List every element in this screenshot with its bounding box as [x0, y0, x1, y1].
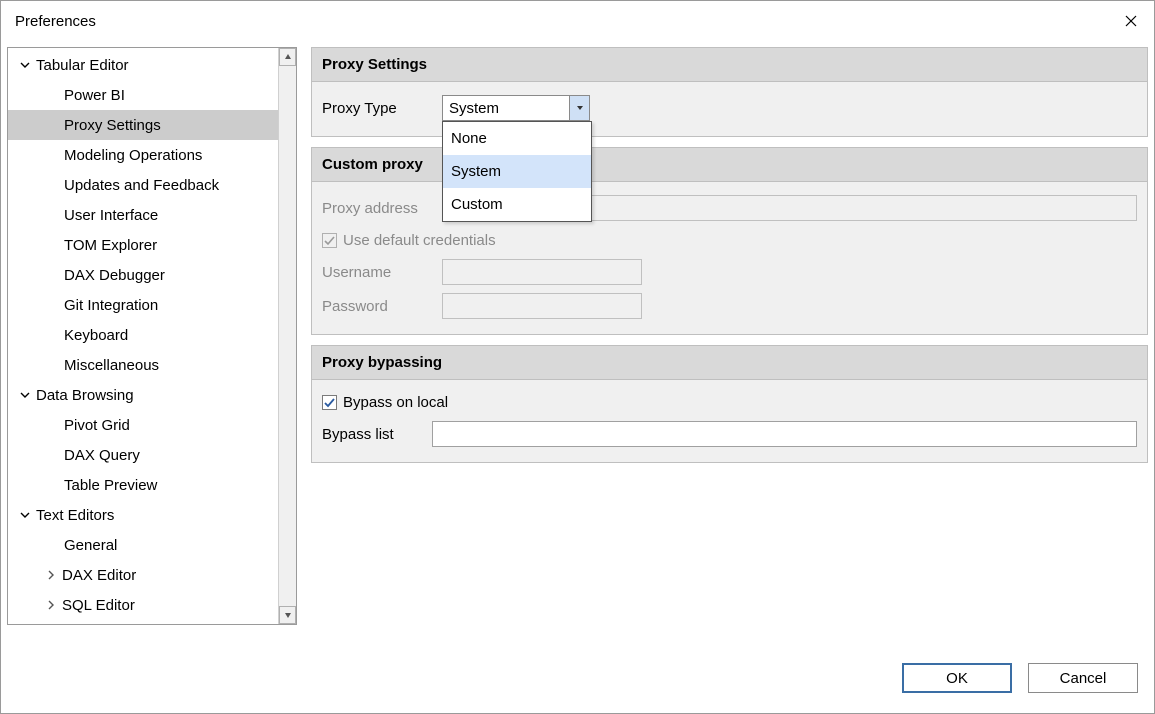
- use-default-credentials-checkbox[interactable]: [322, 233, 337, 248]
- preferences-window: Preferences Tabular Editor Power BI Proxy …: [0, 0, 1155, 714]
- tree-item[interactable]: Modeling Operations: [8, 140, 278, 170]
- proxy-type-dropdown-button[interactable]: [569, 96, 589, 120]
- chevron-up-icon: [284, 53, 292, 61]
- tree-item-label: Git Integration: [64, 297, 158, 314]
- section-proxy-bypassing: Proxy bypassing Bypass on local Bypass l…: [311, 345, 1148, 463]
- tree-group-label: Data Browsing: [36, 387, 134, 404]
- proxy-type-option[interactable]: Custom: [443, 188, 591, 221]
- window-title: Preferences: [15, 13, 96, 30]
- tree-item-label: SQL Editor: [62, 597, 135, 614]
- chevron-down-icon: [576, 104, 584, 112]
- titlebar: Preferences: [1, 1, 1154, 41]
- ok-label: OK: [946, 670, 968, 687]
- tree-item-label: Proxy Settings: [64, 117, 161, 134]
- tree-item[interactable]: Proxy Settings: [8, 110, 278, 140]
- cancel-button[interactable]: Cancel: [1028, 663, 1138, 693]
- section-header: Custom proxy: [312, 148, 1147, 182]
- section-title: Custom proxy: [322, 156, 423, 173]
- username-label: Username: [322, 264, 442, 281]
- scroll-down-button[interactable]: [279, 606, 296, 624]
- bypass-local-label: Bypass on local: [343, 394, 448, 411]
- tree-item-label: Power BI: [64, 87, 125, 104]
- tree-item[interactable]: Updates and Feedback: [8, 170, 278, 200]
- section-title: Proxy bypassing: [322, 354, 442, 371]
- tree-item[interactable]: DAX Editor: [8, 560, 278, 590]
- dialog-footer: OK Cancel: [1, 643, 1154, 713]
- tree-item-label: Miscellaneous: [64, 357, 159, 374]
- chevron-right-icon: [44, 568, 58, 582]
- ok-button[interactable]: OK: [902, 663, 1012, 693]
- tree-item-label: Modeling Operations: [64, 147, 202, 164]
- scroll-track[interactable]: [279, 66, 296, 606]
- proxy-type-value: System: [443, 100, 569, 117]
- row-use-default-credentials[interactable]: Use default credentials: [322, 226, 1137, 254]
- row-password: Password: [322, 290, 1137, 322]
- tree-item[interactable]: DAX Query: [8, 440, 278, 470]
- chevron-right-icon: [44, 598, 58, 612]
- tree-item-label: Pivot Grid: [64, 417, 130, 434]
- section-header: Proxy bypassing: [312, 346, 1147, 380]
- row-bypass-list: Bypass list: [322, 418, 1137, 450]
- tree-item-label: Keyboard: [64, 327, 128, 344]
- tree-item[interactable]: General: [8, 530, 278, 560]
- section-proxy-settings: Proxy Settings Proxy Type System NoneSys…: [311, 47, 1148, 137]
- scroll-up-button[interactable]: [279, 48, 296, 66]
- tree-item-label: DAX Query: [64, 447, 140, 464]
- tree-item-label: User Interface: [64, 207, 158, 224]
- tree-item-label: TOM Explorer: [64, 237, 157, 254]
- username-input[interactable]: [442, 259, 642, 285]
- tree-group[interactable]: Tabular Editor: [8, 50, 278, 80]
- tree-item[interactable]: User Interface: [8, 200, 278, 230]
- tree-item[interactable]: SQL Editor: [8, 590, 278, 620]
- close-button[interactable]: [1108, 1, 1154, 41]
- tree-item[interactable]: Power BI: [8, 80, 278, 110]
- category-tree: Tabular Editor Power BI Proxy Settings Mode…: [7, 47, 297, 625]
- tree-item-label: Table Preview: [64, 477, 157, 494]
- tree-group-label: Tabular Editor: [36, 57, 129, 74]
- tree-item-label: DAX Editor: [62, 567, 136, 584]
- bypass-list-label: Bypass list: [322, 426, 432, 443]
- tree-scrollbar[interactable]: [278, 48, 296, 624]
- tree-group-label: Text Editors: [36, 507, 114, 524]
- proxy-type-label: Proxy Type: [322, 100, 442, 117]
- chevron-down-icon: [284, 611, 292, 619]
- tree-item-label: DAX Debugger: [64, 267, 165, 284]
- chevron-down-icon: [18, 508, 32, 522]
- tree-item[interactable]: TOM Explorer: [8, 230, 278, 260]
- cancel-label: Cancel: [1060, 670, 1107, 687]
- chevron-down-icon: [18, 58, 32, 72]
- row-bypass-local[interactable]: Bypass on local: [322, 388, 1137, 416]
- use-default-credentials-label: Use default credentials: [343, 232, 496, 249]
- tree-item[interactable]: Git Integration: [8, 290, 278, 320]
- row-proxy-type: Proxy Type System NoneSystemCustom: [322, 92, 1137, 124]
- tree-item-label: Updates and Feedback: [64, 177, 219, 194]
- password-input[interactable]: [442, 293, 642, 319]
- proxy-address-label: Proxy address: [322, 200, 442, 217]
- tree-item[interactable]: Keyboard: [8, 320, 278, 350]
- tree-group[interactable]: Data Browsing: [8, 380, 278, 410]
- tree-item[interactable]: Miscellaneous: [8, 350, 278, 380]
- close-icon: [1125, 15, 1137, 27]
- tree-item-label: General: [64, 537, 117, 554]
- bypass-list-input[interactable]: [432, 421, 1137, 447]
- proxy-type-dropdown[interactable]: NoneSystemCustom: [442, 121, 592, 222]
- settings-panel: Proxy Settings Proxy Type System NoneSys…: [311, 47, 1148, 625]
- proxy-type-select[interactable]: System NoneSystemCustom: [442, 95, 590, 121]
- tree-group[interactable]: Text Editors: [8, 500, 278, 530]
- bypass-local-checkbox[interactable]: [322, 395, 337, 410]
- tree-item[interactable]: DAX Debugger: [8, 260, 278, 290]
- section-header: Proxy Settings: [312, 48, 1147, 82]
- tree-item[interactable]: Table Preview: [8, 470, 278, 500]
- row-username: Username: [322, 256, 1137, 288]
- proxy-type-option[interactable]: System: [443, 155, 591, 188]
- tree-item[interactable]: Pivot Grid: [8, 410, 278, 440]
- check-icon: [324, 235, 335, 246]
- password-label: Password: [322, 298, 442, 315]
- section-custom-proxy: Custom proxy Proxy address Use default c…: [311, 147, 1148, 335]
- chevron-down-icon: [18, 388, 32, 402]
- section-title: Proxy Settings: [322, 56, 427, 73]
- proxy-type-option[interactable]: None: [443, 122, 591, 155]
- check-icon: [324, 397, 335, 408]
